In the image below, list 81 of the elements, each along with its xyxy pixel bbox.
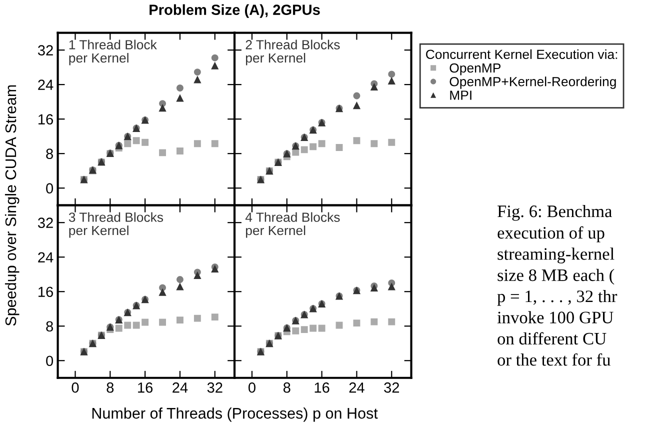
- legend-label: MPI: [450, 90, 472, 100]
- point: [176, 84, 184, 92]
- point: [142, 318, 149, 326]
- point: [352, 101, 361, 110]
- y-tick-label: 24: [38, 80, 54, 90]
- point: [353, 92, 360, 100]
- legend-label: OpenMP+Kernel-Reordering: [450, 76, 616, 89]
- x-tick-label: 16: [138, 382, 153, 393]
- point: [194, 68, 201, 76]
- point: [132, 322, 140, 329]
- legend-label: OpenMP: [450, 63, 500, 76]
- y-tick-label: 16: [38, 114, 53, 124]
- x-tick-label: 0: [72, 382, 79, 393]
- point: [388, 282, 396, 290]
- point: [194, 140, 201, 148]
- point: [292, 327, 300, 334]
- point: [194, 76, 202, 84]
- x-tick-label: 24: [349, 382, 364, 393]
- point: [115, 324, 122, 332]
- point: [388, 70, 396, 78]
- x-axis-title: Number of Threads (Processes) p on Host: [92, 408, 378, 422]
- y-tick-label: 8: [46, 148, 53, 159]
- caption: Fig. 6: Benchma execution of up streaming-kernel size 8 MB each ( p = 1, . . . , 32 thr invoke 100 GPU on different CU or the text for fu: [497, 205, 618, 366]
- point: [370, 140, 378, 148]
- annotation: 4 Thread Blocks per Kernel: [245, 212, 340, 238]
- point: [194, 314, 201, 322]
- point: [310, 143, 317, 150]
- point: [300, 146, 308, 154]
- annotation: 3 Thread Blocks per Kernel: [68, 212, 164, 238]
- y-tick-label: 32: [38, 218, 53, 228]
- point: [142, 138, 149, 146]
- y-tick-label: 0: [46, 183, 54, 194]
- point: [336, 144, 343, 152]
- y-tick-label: 24: [38, 252, 54, 262]
- x-tick-label: 24: [172, 382, 188, 393]
- point: [318, 140, 326, 148]
- point: [176, 282, 184, 290]
- x-tick-label: 16: [314, 382, 330, 393]
- y-axis-title: Speedup over Single CUDA Stream: [4, 85, 20, 326]
- y-tick-label: 32: [38, 45, 53, 56]
- point: [159, 318, 166, 326]
- point: [370, 284, 378, 292]
- point: [158, 104, 166, 112]
- point: [370, 82, 378, 91]
- point: [370, 318, 378, 326]
- point: [159, 149, 166, 156]
- x-tick-label: 0: [248, 382, 256, 393]
- point: [132, 137, 140, 144]
- point: [211, 62, 219, 70]
- point: [353, 320, 360, 327]
- point: [124, 322, 132, 329]
- x-tick-label: 8: [283, 382, 290, 393]
- point: [353, 137, 360, 144]
- point: [388, 318, 396, 326]
- x-tick-label: 32: [207, 382, 222, 393]
- point: [318, 324, 326, 332]
- x-tick-label: 8: [106, 382, 114, 393]
- legend-title: Concurrent Kernel Execution via:: [426, 49, 618, 60]
- point: [176, 148, 184, 154]
- point: [388, 138, 396, 146]
- point: [124, 140, 132, 148]
- point: [310, 324, 317, 332]
- point: [211, 314, 218, 321]
- x-tick-label: 32: [384, 382, 400, 393]
- point: [211, 140, 218, 148]
- annotation: 1 Thread Block per Kernel: [69, 40, 157, 66]
- point: [176, 276, 184, 283]
- chart-title: Problem Size (A), 2GPUs: [150, 4, 320, 18]
- point: [388, 76, 396, 84]
- point: [194, 271, 202, 280]
- point: [292, 148, 300, 156]
- point: [176, 316, 184, 324]
- y-tick-label: 0: [46, 356, 54, 366]
- annotation: 2 Thread Blocks per Kernel: [246, 40, 340, 66]
- point: [176, 94, 184, 102]
- point: [300, 326, 308, 334]
- y-tick-label: 16: [38, 286, 53, 298]
- point: [211, 264, 219, 273]
- point: [211, 54, 218, 62]
- y-tick-label: 8: [46, 321, 53, 332]
- point: [158, 288, 166, 296]
